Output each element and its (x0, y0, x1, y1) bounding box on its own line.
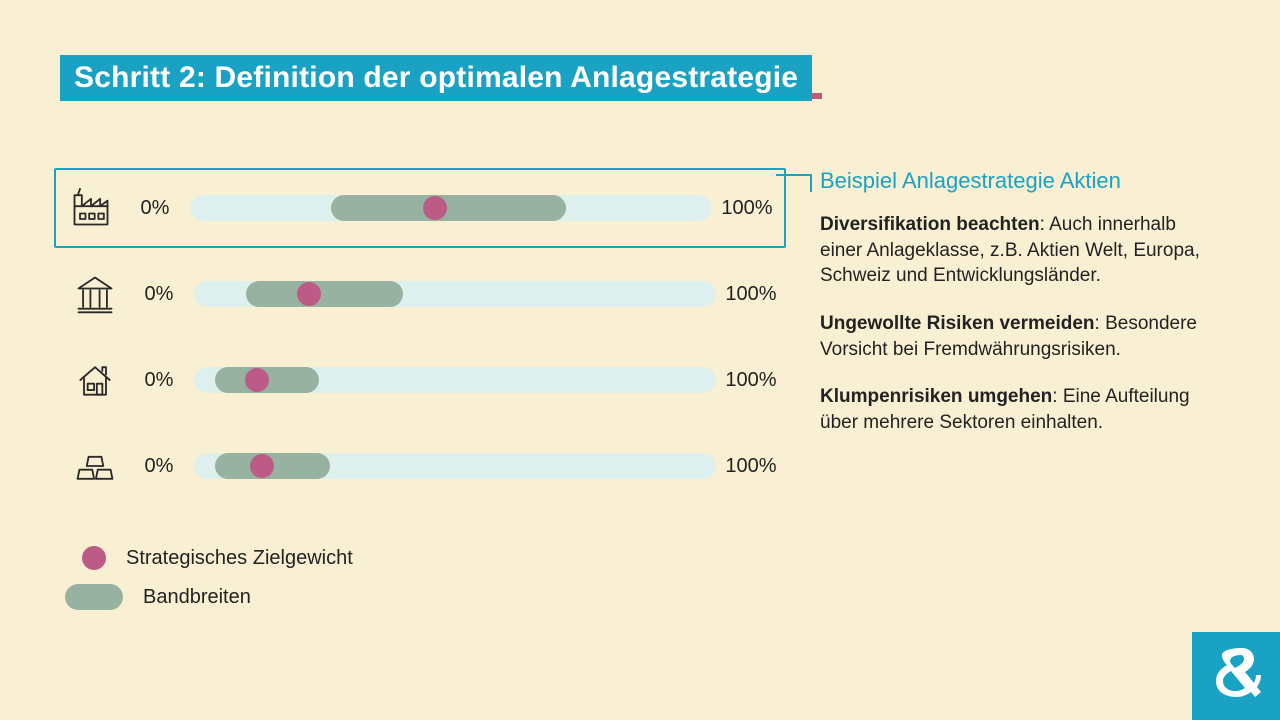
legend-band-row: Bandbreiten (82, 584, 353, 610)
allocation-row-factory: 0% 100% (54, 168, 786, 248)
ampersand-icon (1211, 648, 1261, 704)
legend-dot-label: Strategisches Zielgewicht (126, 547, 353, 570)
legend-band-label: Bandbreiten (143, 586, 251, 609)
legend-dot-icon (82, 546, 106, 570)
infographic-page: Schritt 2: Definition der optimalen Anla… (0, 0, 1280, 720)
side-item-0: Diversifikation beachten: Auch innerhalb… (820, 212, 1220, 289)
allocation-chart: 0% 100% 0% 100% 0% 100% 0% 100% (60, 168, 780, 520)
side-item-2: Klumpenrisiken umgehen: Eine Aufteilung … (820, 384, 1220, 435)
target-dot (423, 196, 447, 220)
legend-band-icon (65, 584, 123, 610)
range-band (246, 281, 403, 307)
brand-logo (1192, 632, 1280, 720)
side-title: Beispiel Anlagestrategie Aktien (820, 168, 1220, 194)
callout-connector (776, 174, 812, 192)
axis-min-label: 0% (130, 283, 188, 306)
target-dot (250, 454, 274, 478)
bank-icon (60, 272, 130, 316)
legend-dot-row: Strategisches Zielgewicht (82, 546, 353, 570)
axis-min-label: 0% (130, 369, 188, 392)
side-item-1: Ungewollte Risiken vermeiden: Besondere … (820, 311, 1220, 362)
axis-min-label: 0% (130, 455, 188, 478)
legend: Strategisches Zielgewicht Bandbreiten (82, 546, 353, 624)
gold-icon (60, 444, 130, 488)
page-title: Schritt 2: Definition der optimalen Anla… (74, 61, 798, 94)
side-item-bold: Ungewollte Risiken vermeiden (820, 313, 1095, 334)
allocation-row-house: 0% 100% (60, 348, 780, 412)
axis-max-label: 100% (722, 283, 780, 306)
range-track (194, 281, 716, 307)
target-dot (297, 282, 321, 306)
axis-min-label: 0% (126, 197, 184, 220)
axis-max-label: 100% (722, 455, 780, 478)
side-panel: Beispiel Anlagestrategie Aktien Diversif… (820, 168, 1220, 457)
range-track (194, 367, 716, 393)
factory-icon (56, 186, 126, 230)
range-track (190, 195, 712, 221)
house-icon (60, 358, 130, 402)
side-item-bold: Klumpenrisiken umgehen (820, 386, 1052, 407)
axis-max-label: 100% (718, 197, 776, 220)
range-band (331, 195, 566, 221)
side-item-bold: Diversifikation beachten (820, 214, 1040, 235)
range-track (194, 453, 716, 479)
axis-max-label: 100% (722, 369, 780, 392)
title-block: Schritt 2: Definition der optimalen Anla… (60, 55, 1220, 101)
title-box: Schritt 2: Definition der optimalen Anla… (60, 55, 812, 101)
allocation-row-gold: 0% 100% (60, 434, 780, 498)
allocation-row-bank: 0% 100% (60, 262, 780, 326)
target-dot (245, 368, 269, 392)
side-items: Diversifikation beachten: Auch innerhalb… (820, 212, 1220, 435)
